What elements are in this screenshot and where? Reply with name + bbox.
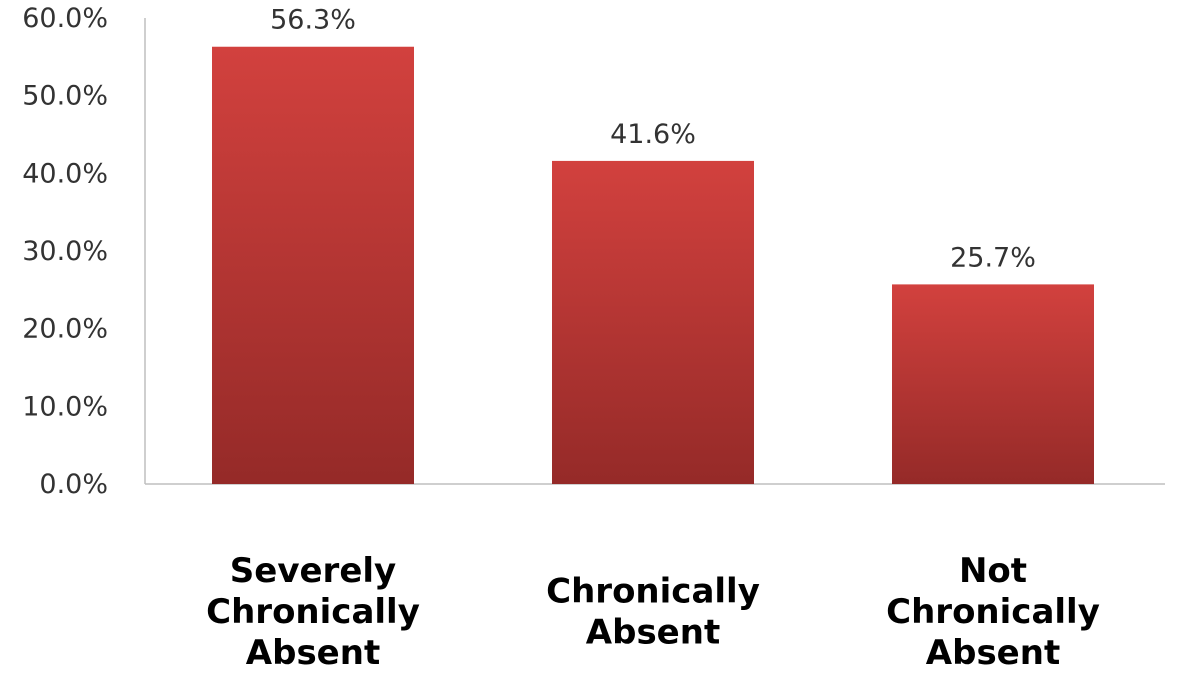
category-label-line: Not [959, 551, 1027, 591]
data-label: 25.7% [950, 242, 1036, 273]
y-tick-label: 0.0% [39, 469, 108, 500]
category-label-line: Absent [246, 633, 380, 673]
bar [892, 284, 1094, 484]
bar [552, 160, 754, 484]
y-tick-label: 20.0% [22, 314, 108, 345]
data-labels: 56.3% 41.6% 25.7% [270, 5, 1036, 274]
bars [212, 46, 1094, 485]
category-label: Chronically Absent [546, 572, 760, 653]
y-tick-label: 40.0% [22, 158, 108, 189]
category-label-line: Chronically [206, 592, 420, 632]
category-label-line: Absent [926, 633, 1060, 673]
y-tick-label: 10.0% [22, 391, 108, 422]
category-label-line: Chronically [546, 572, 760, 612]
y-tick-label: 30.0% [22, 236, 108, 267]
y-axis-ticks: 0.0% 10.0% 20.0% 30.0% 40.0% 50.0% 60.0% [22, 3, 108, 500]
category-label-line: Absent [586, 613, 720, 653]
category-label-line: Chronically [886, 592, 1100, 632]
y-tick-label: 60.0% [22, 3, 108, 34]
category-label: Severely Chronically Absent [206, 551, 420, 673]
category-label: Not Chronically Absent [886, 551, 1100, 673]
y-tick-label: 50.0% [22, 81, 108, 112]
data-label: 41.6% [610, 119, 696, 150]
bar [212, 46, 414, 485]
data-label: 56.3% [270, 5, 356, 36]
category-label-line: Severely [230, 551, 396, 591]
